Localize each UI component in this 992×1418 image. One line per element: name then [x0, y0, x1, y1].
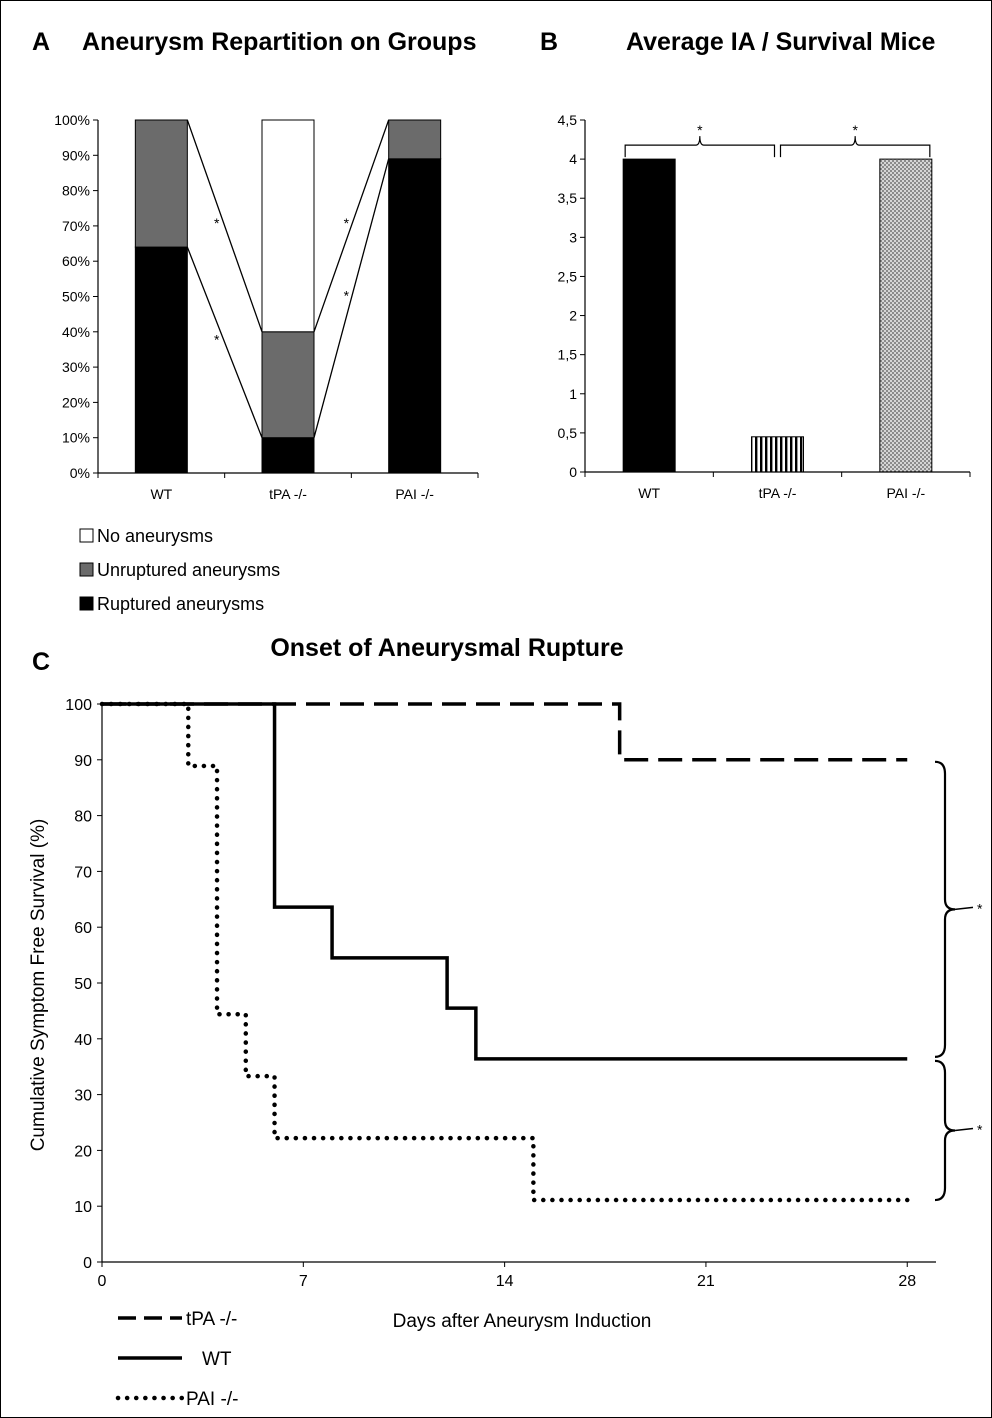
panel-a-y-tick-label: 30%: [62, 359, 90, 375]
panel-a-bar-segment: [261, 437, 315, 474]
panel-b-y-tick-label: 1: [569, 386, 577, 402]
panel-a-legend-label: Ruptured aneurysms: [97, 594, 264, 614]
panel-a-significance-marker: *: [214, 215, 220, 231]
panel-c-legend-label: PAI -/-: [186, 1389, 238, 1410]
panel-b-y-tick-label: 4: [569, 151, 577, 167]
panel-a-series-connector: [186, 246, 263, 438]
panel-a-chart: A Aneurysm Repartition on Groups * * * * 0%…: [32, 28, 479, 614]
panel-a-bar-segment: [261, 119, 315, 333]
panel-c-bracket-pointer: [954, 906, 974, 911]
panel-a-y-tick-label: 20%: [62, 394, 90, 410]
panel-a-bar-segment: [134, 119, 188, 248]
panel-a-significance-marker: *: [344, 287, 350, 303]
panel-b-title: Average IA / Survival Mice: [626, 28, 935, 56]
panel-c-y-tick-label: 100: [65, 697, 92, 714]
panel-a-legend-swatch: [79, 562, 94, 577]
panel-a-bar-segment: [261, 331, 315, 439]
panel-c-x-tick-label: 14: [496, 1273, 514, 1290]
panel-b-x-tick-label: WT: [638, 485, 660, 501]
panel-a-y-tick-label: 10%: [62, 430, 90, 446]
panel-a-series-connector: [186, 119, 263, 333]
panel-a-legend-swatch: [79, 528, 94, 543]
panel-b-y-tick-label: 3,5: [558, 190, 578, 206]
panel-b-significance-marker: *: [697, 122, 703, 138]
panel-c-x-tick-label: 21: [697, 1273, 715, 1290]
panel-a-y-tick-label: 70%: [62, 218, 90, 234]
panel-c-x-tick-label: 7: [299, 1273, 308, 1290]
panel-b-bar: [879, 158, 933, 473]
panel-b-label: B: [540, 28, 558, 56]
panel-c-y-tick-label: 30: [74, 1088, 92, 1105]
panel-a-significance-marker: *: [344, 215, 350, 231]
panel-c-significance-marker: *: [977, 1121, 983, 1137]
panel-a-y-tick-label: 90%: [62, 147, 90, 163]
panel-c-legend: tPA -/- WT PAI -/-: [115, 1309, 238, 1410]
panel-c-x-tick-label: 0: [98, 1273, 107, 1290]
panel-b-y-tick-label: 2,5: [558, 268, 578, 284]
panel-c-y-tick-label: 40: [74, 1032, 92, 1049]
panel-c-x-tick-label: 28: [898, 1273, 916, 1290]
panel-c-y-tick-label: 10: [74, 1199, 92, 1216]
panel-a-y-tick-label: 0%: [70, 465, 90, 481]
panel-b-x-tick-label: PAI -/-: [887, 485, 926, 501]
panel-a-bar-segment: [388, 119, 442, 160]
panel-a-y-tick-label: 100%: [54, 112, 90, 128]
panel-a-legend-label: Unruptured aneurysms: [97, 560, 280, 580]
panel-c-y-tick-label: 60: [74, 920, 92, 937]
panel-b-y-tick-label: 0,5: [558, 425, 578, 441]
panel-a-legend-swatch: [79, 596, 94, 611]
panel-c-y-tick-label: 80: [74, 809, 92, 826]
panel-a-x-tick-label: tPA -/-: [269, 486, 307, 502]
panel-c-series-line: [99, 701, 910, 1203]
panel-b-y-tick-label: 1,5: [558, 347, 578, 363]
panel-c-y-tick-label: 50: [74, 976, 92, 993]
panel-a-x-tick-label: PAI -/-: [395, 486, 434, 502]
panel-c-series-line: [102, 702, 908, 1061]
panel-b-significance-marker: *: [852, 122, 858, 138]
panel-a-series-connector: [313, 158, 390, 438]
panel-b-bar: [751, 436, 804, 473]
panel-b-y-tick-label: 0: [569, 464, 577, 480]
panel-a-x-tick-label: WT: [150, 486, 172, 502]
panel-c-y-tick-label: 90: [74, 753, 92, 770]
panel-c-series-line: [102, 702, 908, 762]
panel-c-legend-label: tPA -/-: [186, 1309, 237, 1330]
panel-b-y-tick-label: 4,5: [558, 112, 578, 128]
panel-a-title: Aneurysm Repartition on Groups: [82, 28, 476, 56]
panel-a-significance-marker: *: [214, 331, 220, 347]
panel-a-label: A: [32, 28, 50, 56]
panel-c-bracket-pointer: [954, 1127, 974, 1132]
panel-c-label: C: [32, 648, 50, 676]
panel-a-series-connector: [313, 119, 390, 333]
panel-c-title: Onset of Aneurysmal Rupture: [270, 634, 623, 662]
panel-c-y-axis-title: Cumulative Symptom Free Survival (%): [28, 819, 49, 1152]
panel-a-y-tick-label: 40%: [62, 324, 90, 340]
panel-c-y-tick-label: 20: [74, 1143, 92, 1160]
panel-c-y-tick-label: 70: [74, 864, 92, 881]
panel-a-y-tick-label: 60%: [62, 253, 90, 269]
panel-c-legend-label: WT: [202, 1349, 232, 1370]
panel-c-chart: C Onset of Aneurysmal Rupture 0 10 20 30 40 5…: [28, 634, 983, 1410]
panel-c-significance-marker: *: [977, 900, 983, 916]
panel-a-bar-segment: [388, 158, 442, 474]
panel-b-x-tick-label: tPA -/-: [759, 485, 797, 501]
panel-a-bar-segment: [134, 246, 188, 474]
panel-c-y-tick-label: 0: [83, 1255, 92, 1272]
panel-a-y-tick-label: 80%: [62, 183, 90, 199]
panel-b-chart: B Average IA / Survival Mice 0 0,5 1 1,5 2 2,…: [540, 28, 971, 501]
panel-c-x-axis-title: Days after Aneurysm Induction: [393, 1311, 652, 1332]
panel-a-y-tick-label: 50%: [62, 289, 90, 305]
panel-a-legend-label: No aneurysms: [97, 526, 213, 546]
panel-b-y-tick-label: 2: [569, 308, 577, 324]
panel-b-bar: [622, 158, 676, 473]
panel-b-y-tick-label: 3: [569, 229, 577, 245]
panel-a-legend: No aneurysms Unruptured aneurysms Ruptured…: [79, 526, 280, 614]
